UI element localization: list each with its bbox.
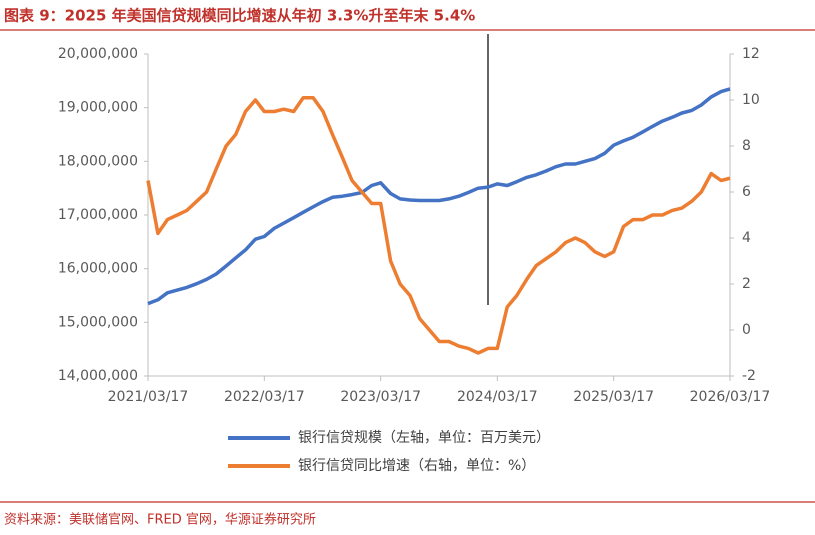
y-tick-label: 17,000,000: [58, 207, 138, 223]
y-tick-label: 14,000,000: [58, 368, 138, 384]
x-tick-label: 2021/03/17: [108, 389, 189, 405]
y-tick-label: 19,000,000: [58, 100, 138, 116]
x-tick-label: 2026/03/17: [690, 389, 771, 405]
source-note: 资料来源：美联储官网、FRED 官网，华源证券研究所: [4, 512, 316, 528]
y2-tick-label: 8: [742, 138, 751, 154]
x-tick-label: 2025/03/17: [573, 389, 654, 405]
series-line: [146, 95, 731, 355]
y2-tick-label: 0: [742, 322, 751, 338]
x-tick-label: 2024/03/17: [457, 389, 538, 405]
legend-label: 银行信贷同比增速（右轴，单位：%）: [298, 458, 535, 474]
y2-tick-label: 2: [742, 276, 751, 292]
y-tick-label: 16,000,000: [58, 261, 138, 277]
y2-tick-label: 4: [742, 230, 751, 246]
chart-title: 图表 9：2025 年美国信贷规模同比增速从年初 3.3%升至年末 5.4%: [4, 7, 475, 25]
y2-tick-label: 12: [742, 46, 760, 62]
series-line: [147, 87, 731, 306]
x-tick-label: 2023/03/17: [340, 389, 421, 405]
y-tick-label: 18,000,000: [58, 153, 138, 169]
y-tick-label: 15,000,000: [58, 314, 138, 330]
y-tick-label: 20,000,000: [58, 46, 138, 62]
x-tick-label: 2022/03/17: [224, 389, 305, 405]
y2-tick-label: 6: [742, 184, 751, 200]
legend-label: 银行信贷规模（左轴，单位：百万美元）: [298, 430, 550, 446]
y2-tick-label: -2: [742, 368, 756, 384]
y2-tick-label: 10: [742, 92, 760, 108]
